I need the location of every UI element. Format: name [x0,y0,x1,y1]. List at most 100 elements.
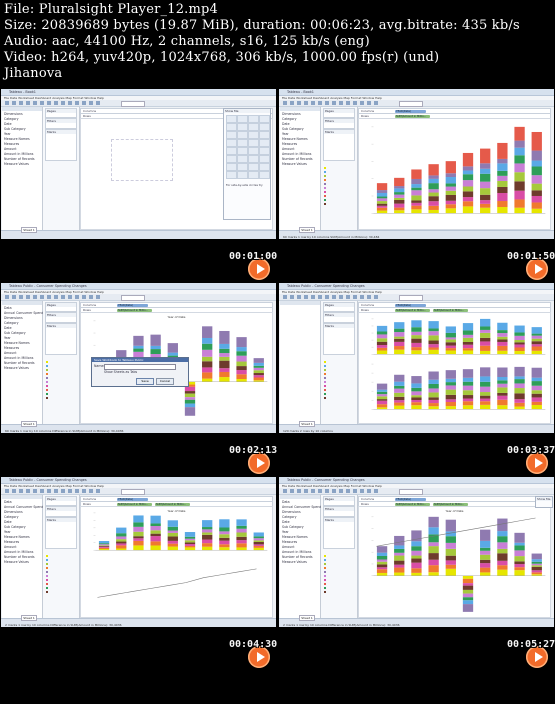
data-field-item[interactable]: Measure Names [4,137,30,141]
menu-bar[interactable]: File Data Worksheet Dashboard Analysis M… [1,290,276,294]
columns-pill[interactable]: YEAR(Date) [117,303,148,307]
legend-item[interactable] [324,575,354,579]
chart-type-option[interactable] [248,163,259,171]
card-pages[interactable]: Pages [45,496,77,506]
toolbar-button-icon[interactable] [19,101,23,105]
toolbar-button-icon[interactable] [19,295,23,299]
view-size-select[interactable] [399,489,423,495]
data-field-item[interactable]: Number of Records [4,157,35,161]
card-filters[interactable]: Filters [45,118,77,129]
dialog-save-button[interactable]: Save [136,378,154,385]
data-field-item[interactable]: Amount [4,147,17,151]
card-pages[interactable]: Pages [45,302,77,312]
toolbar-button-icon[interactable] [89,489,93,493]
legend-item[interactable] [324,571,354,575]
legend-item[interactable] [46,369,76,373]
legend-item[interactable] [46,563,76,567]
sheet-tab[interactable]: Sheet 1 [21,421,37,427]
card-marks[interactable]: Marks [323,323,355,355]
rows-pill[interactable]: SUM(Amount in Millio... [395,114,430,118]
card-pages[interactable]: Pages [323,302,355,312]
chart-type-option[interactable] [248,123,259,131]
chart-type-option[interactable] [237,171,248,179]
toolbar-button-icon[interactable] [82,489,86,493]
toolbar-button-icon[interactable] [47,489,51,493]
chart-type-option[interactable] [226,115,237,123]
legend-item[interactable] [324,381,354,385]
rows-pill-secondary[interactable]: SUM(Amount in Millio... [155,502,190,506]
data-field-item[interactable]: Measure Values [282,560,307,564]
data-field-item[interactable]: Amount in Millions [4,356,34,360]
toolbar-button-icon[interactable] [5,489,9,493]
toolbar-button-icon[interactable] [82,295,86,299]
legend-item[interactable] [324,183,354,187]
toolbar-button-icon[interactable] [61,489,65,493]
toolbar-button-icon[interactable] [68,489,72,493]
card-marks[interactable]: Marks [45,517,77,549]
data-field-item[interactable]: Amount [4,545,17,549]
toolbar-button-icon[interactable] [353,489,357,493]
toolbar-button-icon[interactable] [318,101,322,105]
legend-item[interactable] [324,373,354,377]
toolbar-button-icon[interactable] [304,295,308,299]
card-filters[interactable]: Filters [45,506,77,517]
dialog-name-input[interactable] [104,364,176,370]
toolbar-button-icon[interactable] [61,295,65,299]
data-field-item[interactable]: Date [4,326,12,330]
toolbar-button-icon[interactable] [346,489,350,493]
toolbar-button-icon[interactable] [332,101,336,105]
data-field-item[interactable]: Sub Category [282,127,304,131]
chart-type-option[interactable] [248,139,259,147]
card-marks[interactable]: Marks [45,129,77,161]
save-workbook-dialog[interactable]: Save Workbook to Tableau Public Name: Show… [91,357,189,387]
chart-type-option[interactable] [237,131,248,139]
toolbar-button-icon[interactable] [374,101,378,105]
toolbar-button-icon[interactable] [19,489,23,493]
legend-item[interactable] [324,361,354,365]
toolbar-button-icon[interactable] [367,101,371,105]
toolbar-button-icon[interactable] [325,101,329,105]
legend-item[interactable] [324,203,354,207]
toolbar-button-icon[interactable] [374,489,378,493]
toolbar-button-icon[interactable] [283,295,287,299]
data-field-item[interactable]: Measures [4,540,20,544]
video-thumbnail-2[interactable]: Tableau - Book1 File Data Worksheet Dashb… [279,89,554,239]
video-thumbnail-4[interactable]: Tableau Public - Consumer Spending Chang… [279,283,554,433]
data-field-item[interactable]: Data [282,500,290,504]
data-field-item[interactable]: Amount in Millions [282,550,312,554]
toolbar-button-icon[interactable] [290,295,294,299]
legend-item[interactable] [46,377,76,381]
chart-type-option[interactable] [259,155,270,163]
data-field-item[interactable]: Year [282,530,289,534]
menu-bar[interactable]: File Data Worksheet Dashboard Analysis M… [1,484,276,488]
toolbar-button-icon[interactable] [40,295,44,299]
toolbar-button-icon[interactable] [311,489,315,493]
toolbar-button-icon[interactable] [33,295,37,299]
data-field-item[interactable]: Measures [4,346,20,350]
data-field-item[interactable]: Measures [4,142,20,146]
legend-item[interactable] [46,559,76,563]
card-filters[interactable]: Filters [45,312,77,323]
data-field-item[interactable]: Amount [282,545,295,549]
legend-item[interactable] [324,377,354,381]
visualization-area[interactable] [358,118,551,230]
play-icon[interactable] [248,646,270,668]
toolbar-button-icon[interactable] [360,295,364,299]
play-icon[interactable] [526,646,548,668]
view-size-select[interactable] [399,295,423,301]
chart-type-option[interactable] [237,147,248,155]
chart-type-option[interactable] [226,155,237,163]
toolbar-button-icon[interactable] [353,101,357,105]
toolbar-button-icon[interactable] [96,101,100,105]
toolbar-button-icon[interactable] [339,295,343,299]
data-field-item[interactable]: Date [4,122,12,126]
data-field-item[interactable]: Measure Names [4,341,30,345]
chart-type-option[interactable] [237,163,248,171]
toolbar-button-icon[interactable] [325,295,329,299]
columns-pill[interactable]: YEAR(Date) [395,109,426,113]
toolbar-button-icon[interactable] [318,295,322,299]
toolbar-button-icon[interactable] [26,101,30,105]
data-field-item[interactable]: Measure Names [282,137,308,141]
rows-pill[interactable]: SUM(Amount in Millio... [117,308,152,312]
data-field-item[interactable]: Number of Records [4,555,35,559]
